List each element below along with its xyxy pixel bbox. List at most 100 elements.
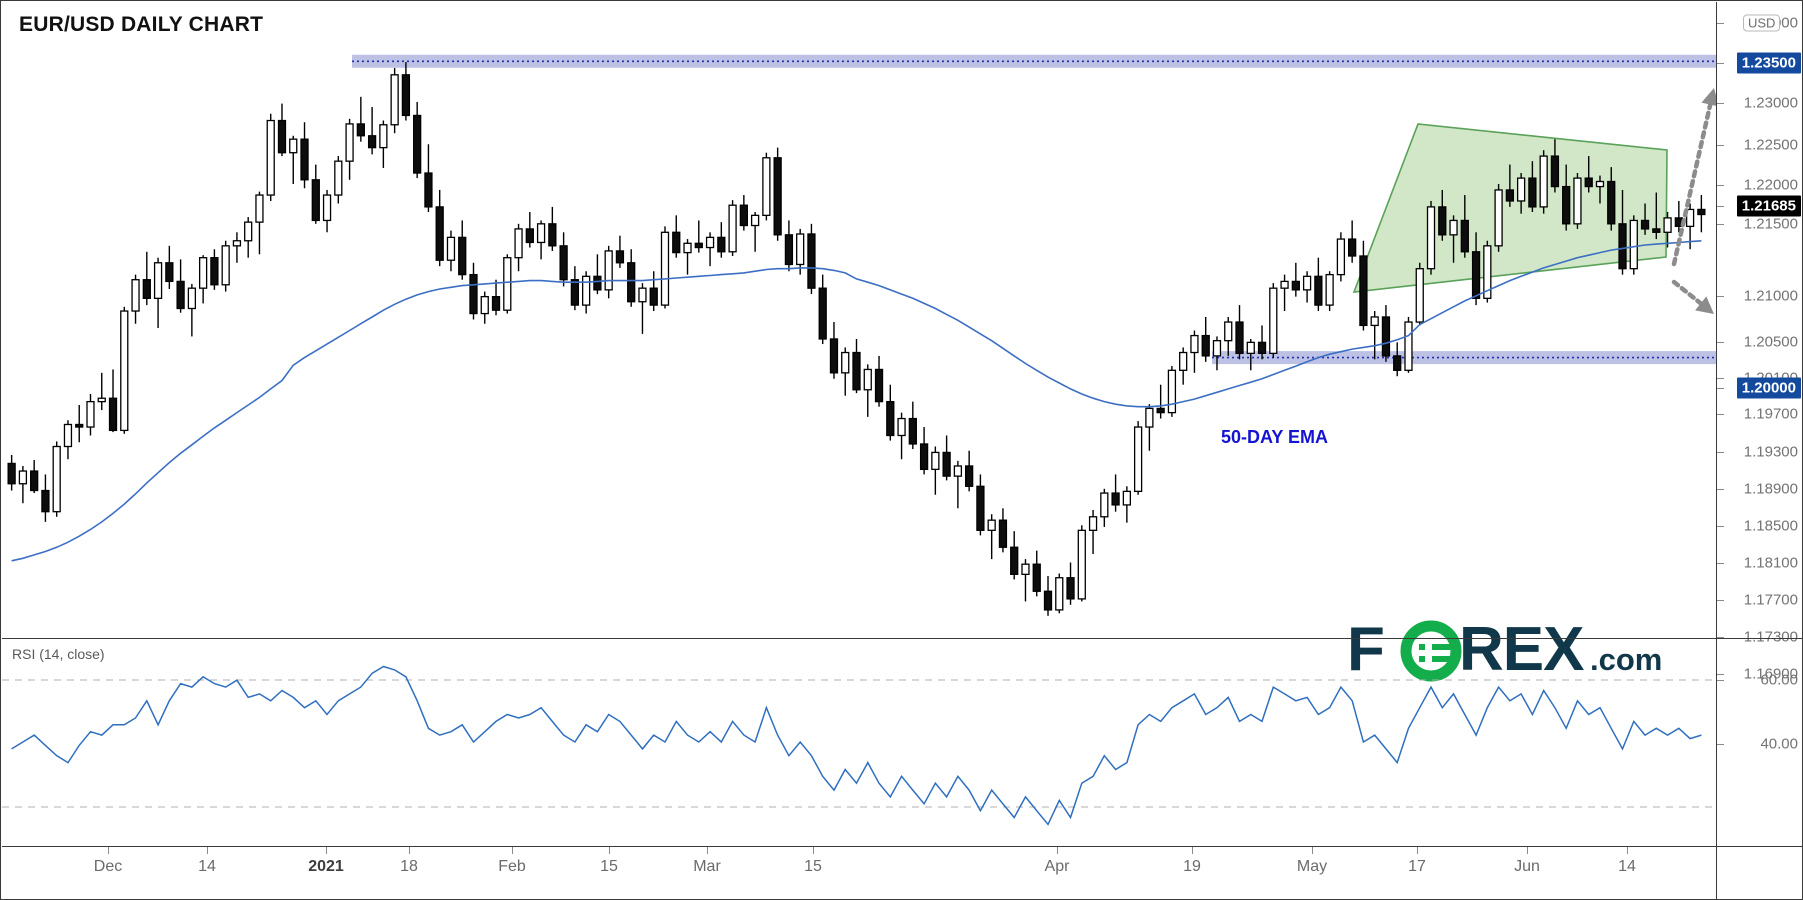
candle-body-bearish [424, 172, 433, 208]
candle-body-bearish [1528, 177, 1537, 208]
candle-body-bearish [615, 250, 625, 264]
price-axis-tick [1717, 637, 1724, 638]
candle [334, 156, 343, 204]
candle-body-bullish [1336, 238, 1346, 276]
candle [638, 283, 647, 334]
candle-body-bullish [762, 157, 771, 217]
candle [1055, 573, 1064, 614]
candle [311, 164, 320, 224]
rsi-indicator-label: RSI (14, close) [12, 646, 105, 662]
candle [1010, 531, 1019, 580]
candle-body-bearish [739, 204, 748, 227]
candle [1539, 150, 1548, 214]
candle-body-bullish [750, 214, 760, 227]
candle [570, 266, 580, 311]
candle [784, 220, 794, 272]
price-axis-tick [1717, 526, 1724, 527]
rsi-chart-svg [2, 665, 1716, 826]
time-axis-label: 19 [1183, 858, 1201, 875]
candle-body-bearish [1697, 208, 1706, 216]
price-axis[interactable]: 1.240001.235001.230001.225001.220001.216… [1717, 2, 1802, 683]
candle-body-bearish [1348, 238, 1357, 257]
candle-body-bearish [784, 234, 794, 266]
candle [683, 239, 692, 275]
candle [1550, 139, 1560, 193]
candle-body-bearish [672, 231, 681, 254]
candle [379, 120, 388, 168]
candle [41, 474, 50, 522]
candle-body-bullish [1663, 217, 1672, 233]
candle-body-bullish [255, 194, 264, 223]
time-axis-tick [409, 847, 410, 854]
candle [604, 245, 613, 299]
candle-body-bullish [514, 228, 523, 259]
candle [672, 215, 681, 258]
candle [660, 226, 670, 309]
candle-body-bearish [165, 262, 174, 283]
time-axis-tick [1312, 847, 1313, 854]
candle [232, 232, 242, 263]
candle [852, 338, 861, 394]
candle-body-bearish [829, 338, 839, 374]
candle [976, 474, 985, 536]
candle [1122, 486, 1131, 523]
time-axis[interactable]: Dec 14 2021 18 Feb 15 Mar 15 Apr 19 May 17 Jun 14 [2, 846, 1717, 899]
rsi-axis-tick [1717, 744, 1724, 745]
candle [1393, 342, 1402, 377]
price-tag-blue: 1.23500 [1736, 52, 1801, 74]
candle-body-bullish [604, 250, 613, 291]
svg-text:F: F [1347, 620, 1384, 682]
breakout-arrow-down-shaft [1671, 279, 1703, 306]
breakout-arrows-group [1671, 88, 1716, 314]
candle [1100, 488, 1109, 527]
candle-body-bearish [773, 157, 782, 236]
candle [1066, 562, 1075, 605]
time-axis-tick [1417, 847, 1418, 854]
candle-body-bearish [413, 114, 422, 174]
candle [750, 211, 760, 252]
candle-body-bullish [289, 138, 298, 154]
candle-body-bullish [1224, 321, 1233, 342]
candle [1483, 240, 1492, 303]
price-axis-label: 1.16900 [1743, 665, 1798, 683]
candle [1280, 274, 1289, 312]
price-axis-label: 1.18500 [1743, 517, 1798, 535]
candle-body-bullish [131, 279, 140, 312]
price-axis-tick [1717, 224, 1724, 225]
candle-body-bullish [52, 445, 61, 513]
rsi-axis-tick [1717, 680, 1724, 681]
candle-body-bearish [1505, 189, 1515, 202]
candle-body-bearish [818, 287, 827, 340]
price-axis-tick [1717, 388, 1724, 389]
page-title: EUR/USD DAILY CHART [19, 13, 264, 36]
time-axis-tick [813, 847, 814, 854]
candle [841, 347, 850, 396]
candle [1325, 271, 1334, 312]
candle-body-bearish [1460, 219, 1469, 253]
candle [86, 394, 95, 436]
candle [30, 460, 39, 494]
candle [1302, 271, 1312, 303]
candle [919, 427, 929, 475]
candle-body-bearish [458, 236, 467, 276]
candle [1381, 305, 1391, 362]
axis-footer-cell [1717, 846, 1802, 899]
time-axis-label: 17 [1408, 858, 1426, 875]
price-axis-tick [1717, 600, 1724, 601]
candlestick-series [7, 62, 1706, 616]
candle-body-bullish [1167, 369, 1177, 414]
candle [1426, 200, 1436, 275]
candle-body-bearish [108, 397, 118, 432]
candle [897, 412, 906, 460]
candle-body-bearish [886, 400, 895, 437]
price-axis-label: 1.19300 [1743, 443, 1798, 461]
rsi-axis[interactable]: 60.00 40.00 [1717, 638, 1802, 846]
time-axis-tick [1192, 847, 1193, 854]
candle-body-bullish [334, 160, 343, 196]
candle [1257, 325, 1267, 360]
time-axis-label: 15 [804, 858, 822, 875]
candle [142, 251, 151, 306]
candle [931, 446, 940, 495]
candle [1224, 316, 1233, 356]
